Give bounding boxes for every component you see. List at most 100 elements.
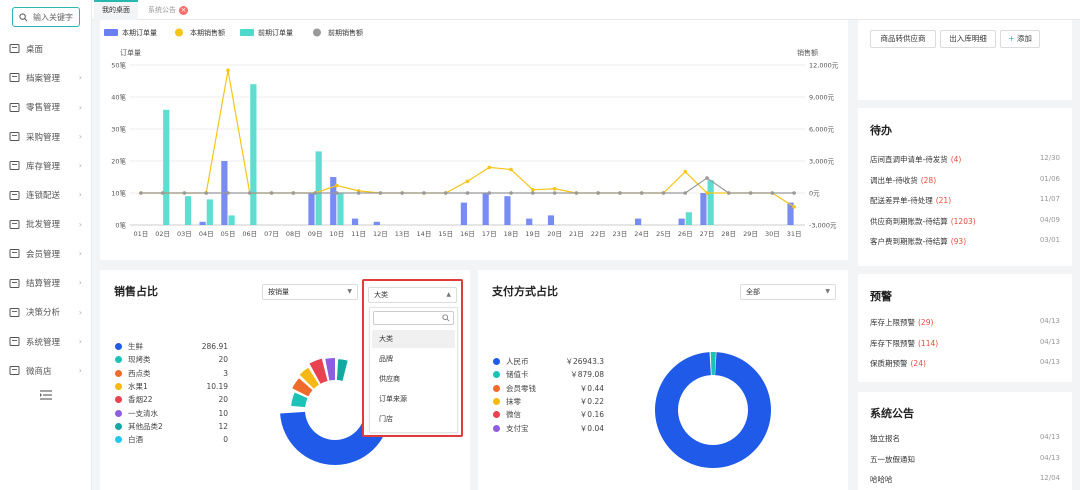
x-tick-label: 15日 (438, 230, 453, 238)
left-tick-label: 20笔 (111, 157, 126, 166)
legend-name: 微信 (506, 410, 521, 420)
option-category[interactable]: 大类 (372, 330, 455, 348)
sidebar-item[interactable]: 结算管理 › (0, 268, 92, 297)
product-to-supplier-button[interactable]: 商品转供应商 (870, 30, 936, 48)
x-tick-label: 25日 (656, 230, 671, 238)
x-tick-label: 08日 (286, 230, 301, 238)
list-item[interactable]: 独立报名 04/13 (870, 433, 1060, 447)
legend-name: 支付宝 (506, 423, 529, 433)
list-item[interactable]: 供应商到期账款-待结算 (1203) 04/09 (870, 216, 1060, 230)
legend-item: 现烤类 20 (115, 353, 228, 366)
sidebar-item[interactable]: 采购管理 › (0, 122, 92, 151)
close-icon[interactable]: × (179, 6, 188, 15)
tab-my-desktop[interactable]: 我的桌面 (94, 0, 138, 20)
alerts-title: 预警 (870, 290, 892, 303)
bar (526, 218, 533, 225)
sidebar-item[interactable]: 批发管理 › (0, 210, 92, 239)
option-brand[interactable]: 品牌 (379, 355, 393, 363)
line-point (226, 191, 230, 195)
x-tick-label: 04日 (199, 230, 214, 238)
legend-value: 20 (218, 355, 228, 365)
legend-dot (115, 436, 122, 444)
tab-label: 我的桌面 (102, 6, 130, 14)
list-item[interactable]: 保质期预警 (24) 04/13 (870, 358, 1060, 372)
list-item[interactable]: 库存下限预警 (114) 04/13 (870, 338, 1060, 352)
chevron-right-icon: › (78, 73, 82, 83)
legend-name: 西点类 (128, 368, 151, 378)
item-text-group: 店间直调申请单-待发货 (4) (870, 154, 961, 168)
sidebar-item[interactable]: 档案管理 › (0, 63, 92, 92)
line-point (182, 191, 187, 195)
legend-value: 20 (218, 395, 228, 405)
sales-share-title: 销售占比 (114, 285, 158, 298)
option-supplier[interactable]: 供应商 (379, 375, 400, 383)
sidebar-item[interactable]: 零售管理 › (0, 93, 92, 122)
sidebar-item[interactable]: 微商店 › (0, 356, 92, 385)
category-select[interactable]: 大类 ▲ (368, 287, 457, 303)
line-point (705, 176, 709, 180)
line-point (400, 191, 404, 195)
list-item[interactable]: 店间直调申请单-待发货 (4) 12/30 (870, 154, 1060, 168)
legend-dot (115, 383, 122, 391)
item-date: 01/06 (1039, 174, 1060, 183)
option-order-source[interactable]: 订单来源 (379, 395, 407, 403)
item-text-group: 五一放假通知 (870, 454, 915, 468)
chevron-right-icon: › (78, 161, 82, 171)
sidebar-item[interactable]: 系统管理 › (0, 327, 92, 356)
list-item[interactable]: 调出单-待收货 (28) 01/06 (870, 175, 1060, 189)
item-text: 哈哈哈 (870, 475, 893, 484)
legend-name: 储值卡 (506, 370, 529, 380)
item-count: (114) (918, 338, 939, 348)
sidebar-item-label: 档案管理 (26, 73, 61, 84)
right-tick-label: 0元 (809, 190, 820, 198)
item-count: (4) (950, 155, 962, 164)
line-point (509, 191, 513, 195)
sidebar-item[interactable]: 决策分析 › (0, 298, 92, 327)
list-item[interactable]: 库存上限预警 (29) 04/13 (870, 317, 1060, 331)
stock-detail-button[interactable]: 出入库明细 (940, 30, 996, 48)
donut-segment (309, 358, 328, 384)
legend-value: ￥26943.3 (565, 357, 604, 367)
left-tick-label: 30笔 (111, 125, 126, 134)
line-point (335, 183, 339, 188)
bar (504, 196, 511, 225)
item-date: 12/30 (1039, 154, 1060, 162)
line-point (313, 191, 317, 195)
item-text: 供应商到期账款-待结算 (870, 216, 948, 226)
sidebar-item-label: 结算管理 (26, 279, 61, 290)
list-item[interactable]: 五一放假通知 04/13 (870, 454, 1060, 468)
payment-filter-select[interactable]: 全部 ▼ (740, 284, 836, 300)
left-axis-title: 订单量 (120, 48, 141, 57)
option-store[interactable]: 门店 (379, 415, 393, 423)
legend-dot (115, 422, 122, 430)
sidebar-nav: 桌面 档案管理 › 零售管理 › 采购管理 › 库存管理 › 连锁配送 › 批发管理 › 会员管理 › 结算管… (0, 34, 92, 386)
sidebar-item-label: 采购管理 (26, 132, 61, 143)
add-button[interactable]: + 添加 (1000, 30, 1040, 48)
item-count: (29) (918, 318, 934, 327)
line-point (531, 191, 535, 195)
legend-value: ￥879.08 (570, 370, 604, 380)
sidebar-item[interactable]: 会员管理 › (0, 239, 92, 268)
search-input[interactable]: 输入关键字 (12, 7, 80, 27)
legend-name: 抹零 (506, 397, 521, 407)
list-item[interactable]: 客户费到期账款-待结算 (93) 03/01 (870, 236, 1060, 250)
item-text-group: 库存下限预警 (114) (870, 338, 938, 352)
list-item[interactable]: 配送差异单-待处理 (21) 11/07 (870, 195, 1060, 209)
sales-legend: 生鲜 286.91 现烤类 20 西点类 3 水果1 10.19 香烟22 20 一支清水 10 其他品… (115, 340, 228, 446)
payment-share-card: 支付方式占比 全部 ▼ 人民币 ￥26943.3 储值卡 ￥879.08 会员零钱 ￥0.4… (478, 270, 848, 490)
sidebar-item[interactable]: 库存管理 › (0, 151, 92, 180)
list-item[interactable]: 哈哈哈 12/04 (870, 474, 1060, 488)
line-point (705, 191, 709, 195)
dropdown-search-input[interactable] (373, 311, 454, 325)
sidebar-item[interactable]: 连锁配送 › (0, 180, 92, 209)
sidebar-item[interactable]: 桌面 (0, 34, 92, 63)
bar (337, 193, 344, 225)
tab-system-notice[interactable]: 系统公告 × (140, 0, 196, 20)
collapse-menu-icon[interactable] (40, 390, 52, 402)
gear-icon (8, 336, 20, 348)
legend-label: 本期销售额 (190, 28, 225, 37)
sidebar-item-label: 桌面 (26, 44, 44, 55)
sales-metric-select[interactable]: 按销量 ▼ (262, 284, 358, 300)
line-point (509, 167, 513, 172)
